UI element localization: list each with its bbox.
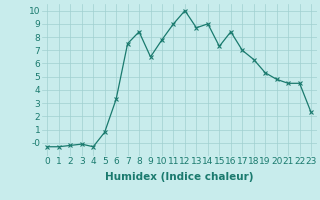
X-axis label: Humidex (Indice chaleur): Humidex (Indice chaleur): [105, 172, 253, 182]
